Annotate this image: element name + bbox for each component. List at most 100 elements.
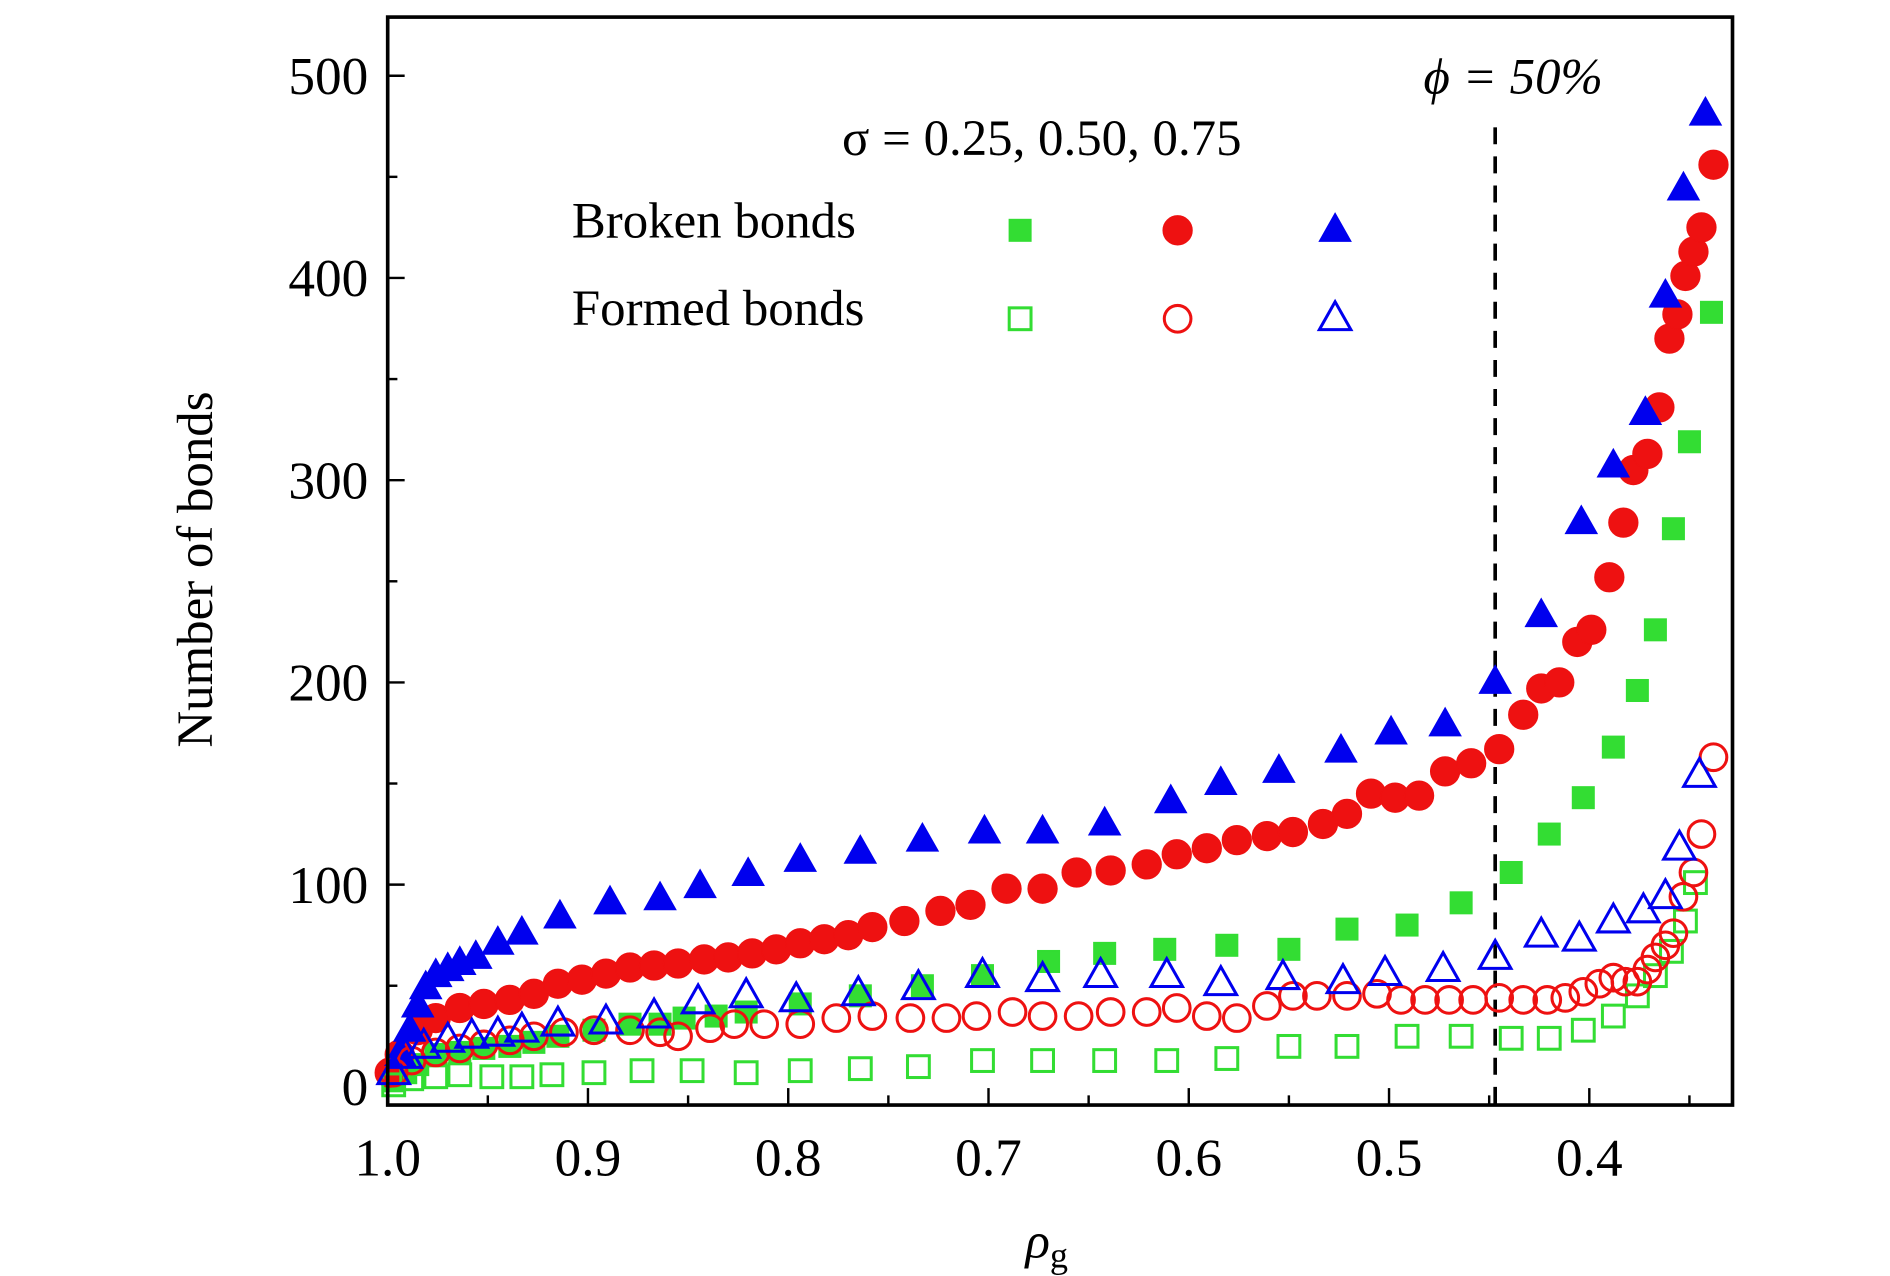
data-point xyxy=(503,1010,541,1043)
data-point xyxy=(783,842,818,872)
data-point xyxy=(375,1052,413,1086)
data-point xyxy=(1632,438,1663,470)
data-point xyxy=(1484,983,1515,1013)
data-point xyxy=(1095,855,1126,886)
data-point xyxy=(967,813,1002,844)
data-point xyxy=(1276,1033,1302,1059)
data-point xyxy=(453,1016,491,1049)
x-tick-label: 0.8 xyxy=(755,1128,822,1187)
data-point xyxy=(1153,937,1177,961)
data-point xyxy=(1148,955,1186,989)
data-point xyxy=(1571,786,1595,810)
data-point xyxy=(695,1013,725,1044)
data-point xyxy=(1131,997,1162,1027)
data-point xyxy=(1698,149,1729,180)
y-axis-label: Number of bonds xyxy=(168,392,224,748)
data-point xyxy=(1544,667,1575,698)
data-point xyxy=(931,1003,962,1033)
data-point xyxy=(468,988,499,1020)
data-point xyxy=(1331,798,1363,829)
data-point xyxy=(1027,873,1058,904)
data-point xyxy=(679,1058,705,1084)
x-tick-label: 0.6 xyxy=(1155,1128,1222,1187)
data-point xyxy=(1024,959,1061,993)
data-point xyxy=(733,1060,759,1086)
data-point xyxy=(1154,1048,1180,1073)
data-point xyxy=(970,964,995,988)
data-point xyxy=(1251,820,1283,852)
data-point xyxy=(447,1062,473,1088)
data-point xyxy=(1686,212,1717,243)
data-point xyxy=(481,925,515,955)
x-tick-label: 0.9 xyxy=(555,1128,622,1187)
data-point xyxy=(843,834,878,864)
data-point xyxy=(1642,963,1668,989)
data-point xyxy=(615,1015,645,1046)
data-point xyxy=(1686,819,1717,849)
x-axis-label: ρg xyxy=(1023,1214,1068,1276)
data-point xyxy=(1600,1003,1626,1029)
data-point xyxy=(857,911,888,943)
data-point xyxy=(895,1003,926,1033)
data-point xyxy=(964,955,1001,989)
legend-marker xyxy=(1162,303,1193,334)
data-point xyxy=(1658,938,1684,964)
data-point xyxy=(1395,913,1419,937)
legend-row-label: Formed bonds xyxy=(572,281,865,337)
data-point xyxy=(1277,937,1301,961)
data-point xyxy=(1153,783,1188,814)
data-point xyxy=(1498,1025,1524,1051)
data-point xyxy=(1277,816,1309,848)
data-point xyxy=(777,979,815,1013)
data-point xyxy=(889,905,920,937)
data-point xyxy=(1643,618,1667,642)
data-point xyxy=(1661,828,1698,861)
data-point xyxy=(539,1062,565,1088)
data-point xyxy=(1601,735,1625,759)
data-point xyxy=(1508,985,1539,1015)
data-point xyxy=(821,1003,852,1033)
data-point xyxy=(1037,949,1061,973)
x-tick-label: 0.4 xyxy=(1556,1128,1623,1187)
data-point xyxy=(587,1002,625,1035)
data-point xyxy=(1550,983,1581,1013)
data-point xyxy=(961,1001,992,1031)
data-point xyxy=(593,884,627,915)
data-point xyxy=(1570,1017,1596,1043)
data-point xyxy=(1386,985,1416,1015)
data-point xyxy=(662,948,694,979)
data-point xyxy=(392,1012,427,1042)
data-point xyxy=(1608,507,1639,538)
data-point xyxy=(1598,962,1629,993)
data-point xyxy=(1324,961,1362,995)
data-point xyxy=(1625,678,1649,702)
data-point xyxy=(1596,447,1631,478)
data-point xyxy=(997,997,1028,1027)
data-point xyxy=(643,880,677,911)
data-point xyxy=(1508,699,1539,730)
data-point xyxy=(400,987,435,1018)
data-point xyxy=(1610,966,1641,997)
x-tick-label: 0.7 xyxy=(955,1128,1022,1187)
data-point xyxy=(1334,1033,1360,1059)
data-point xyxy=(1221,1003,1252,1033)
data-point xyxy=(1095,997,1126,1027)
data-point xyxy=(1332,981,1362,1011)
y-tick-label: 100 xyxy=(288,856,368,915)
data-point xyxy=(1403,780,1435,811)
legend-header: σ = 0.25, 0.50, 0.75 xyxy=(842,111,1242,167)
data-point xyxy=(543,898,577,929)
data-point xyxy=(1030,1048,1055,1073)
data-point xyxy=(1478,664,1512,694)
data-point xyxy=(1394,1023,1420,1049)
data-point xyxy=(1524,597,1559,628)
data-point xyxy=(1302,981,1332,1011)
data-point xyxy=(1666,170,1701,201)
data-point xyxy=(635,996,673,1029)
data-point xyxy=(1262,753,1296,783)
data-point xyxy=(1221,824,1252,856)
data-point xyxy=(1688,95,1723,126)
data-point xyxy=(1434,985,1464,1015)
data-point xyxy=(1131,849,1162,880)
data-point xyxy=(1161,839,1192,870)
